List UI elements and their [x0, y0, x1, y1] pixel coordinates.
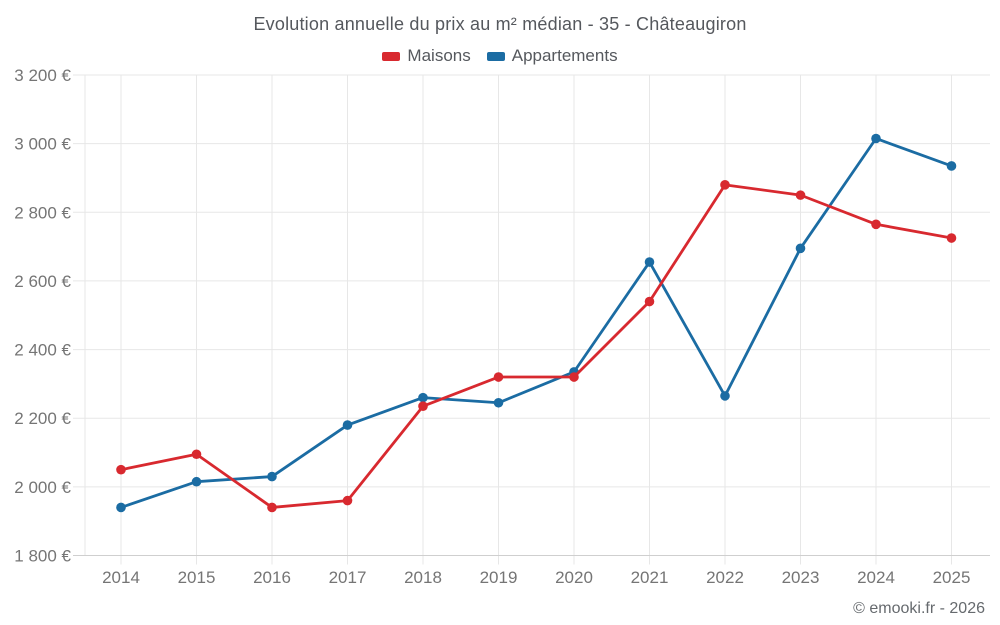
legend-item-appartements[interactable]: Appartements	[486, 46, 618, 66]
data-point-maisons-2015[interactable]	[191, 449, 202, 460]
data-point-maisons-2017[interactable]	[342, 495, 353, 506]
x-tick-label-2024: 2024	[857, 568, 895, 587]
data-point-maisons-2020[interactable]	[569, 372, 579, 382]
y-tick-label-2400: 2 400 €	[14, 341, 71, 360]
data-point-appartements-2021[interactable]	[644, 257, 655, 267]
data-point-maisons-2014[interactable]	[116, 464, 126, 475]
data-point-appartements-2019[interactable]	[493, 397, 504, 408]
data-point-maisons-2025[interactable]	[946, 233, 957, 243]
legend-label-maisons: Maisons	[407, 46, 471, 65]
data-point-maisons-2016[interactable]	[267, 502, 277, 513]
x-tick-label-2022: 2022	[706, 568, 744, 587]
data-point-maisons-2022[interactable]	[720, 180, 730, 190]
y-tick-label-3000: 3 000 €	[14, 135, 71, 154]
x-tick-label-2019: 2019	[480, 568, 518, 587]
data-point-maisons-2018[interactable]	[418, 401, 428, 412]
y-tick-label-2600: 2 600 €	[14, 272, 71, 291]
y-tick-label-2200: 2 200 €	[14, 409, 71, 428]
y-tick-label-3200: 3 200 €	[14, 66, 71, 85]
x-tick-label-2017: 2017	[329, 568, 367, 587]
data-point-maisons-2023[interactable]	[795, 190, 806, 200]
data-point-appartements-2024[interactable]	[871, 133, 881, 144]
credit-link[interactable]: © emooki.fr - 2026	[853, 600, 985, 617]
data-point-maisons-2024[interactable]	[871, 219, 881, 230]
data-point-appartements-2016[interactable]	[267, 471, 277, 482]
data-point-appartements-2023[interactable]	[795, 243, 806, 254]
legend-item-maisons[interactable]: Maisons	[382, 46, 471, 66]
data-point-maisons-2019[interactable]	[493, 372, 504, 382]
x-tick-label-2021: 2021	[631, 568, 669, 587]
legend-swatch-maisons	[382, 51, 401, 61]
data-point-appartements-2025[interactable]	[946, 161, 957, 171]
x-tick-label-2018: 2018	[404, 568, 442, 587]
x-tick-label-2020: 2020	[555, 568, 593, 587]
series-line-maisons	[119, 183, 953, 509]
x-tick-label-2025: 2025	[933, 568, 971, 587]
y-tick-label-1800: 1 800 €	[14, 547, 71, 566]
data-point-appartements-2014[interactable]	[116, 502, 126, 513]
legend-label-appartements: Appartements	[511, 46, 618, 65]
data-point-appartements-2015[interactable]	[191, 476, 202, 487]
series-line-appartements	[119, 137, 953, 509]
data-point-appartements-2022[interactable]	[720, 391, 730, 401]
x-tick-label-2016: 2016	[253, 568, 291, 587]
x-tick-label-2015: 2015	[178, 568, 216, 587]
chart-title: Evolution annuelle du prix au m² médian …	[253, 14, 747, 34]
data-point-appartements-2018[interactable]	[418, 392, 428, 403]
x-tick-label-2023: 2023	[782, 568, 820, 587]
chart-legend: Maisons Appartements	[0, 46, 1000, 66]
x-tick-label-2014: 2014	[102, 568, 140, 587]
y-tick-label-2000: 2 000 €	[14, 478, 71, 497]
data-point-appartements-2017[interactable]	[342, 420, 353, 430]
data-point-maisons-2021[interactable]	[644, 296, 655, 307]
y-tick-label-2800: 2 800 €	[14, 203, 71, 222]
legend-swatch-appartements	[486, 51, 505, 61]
